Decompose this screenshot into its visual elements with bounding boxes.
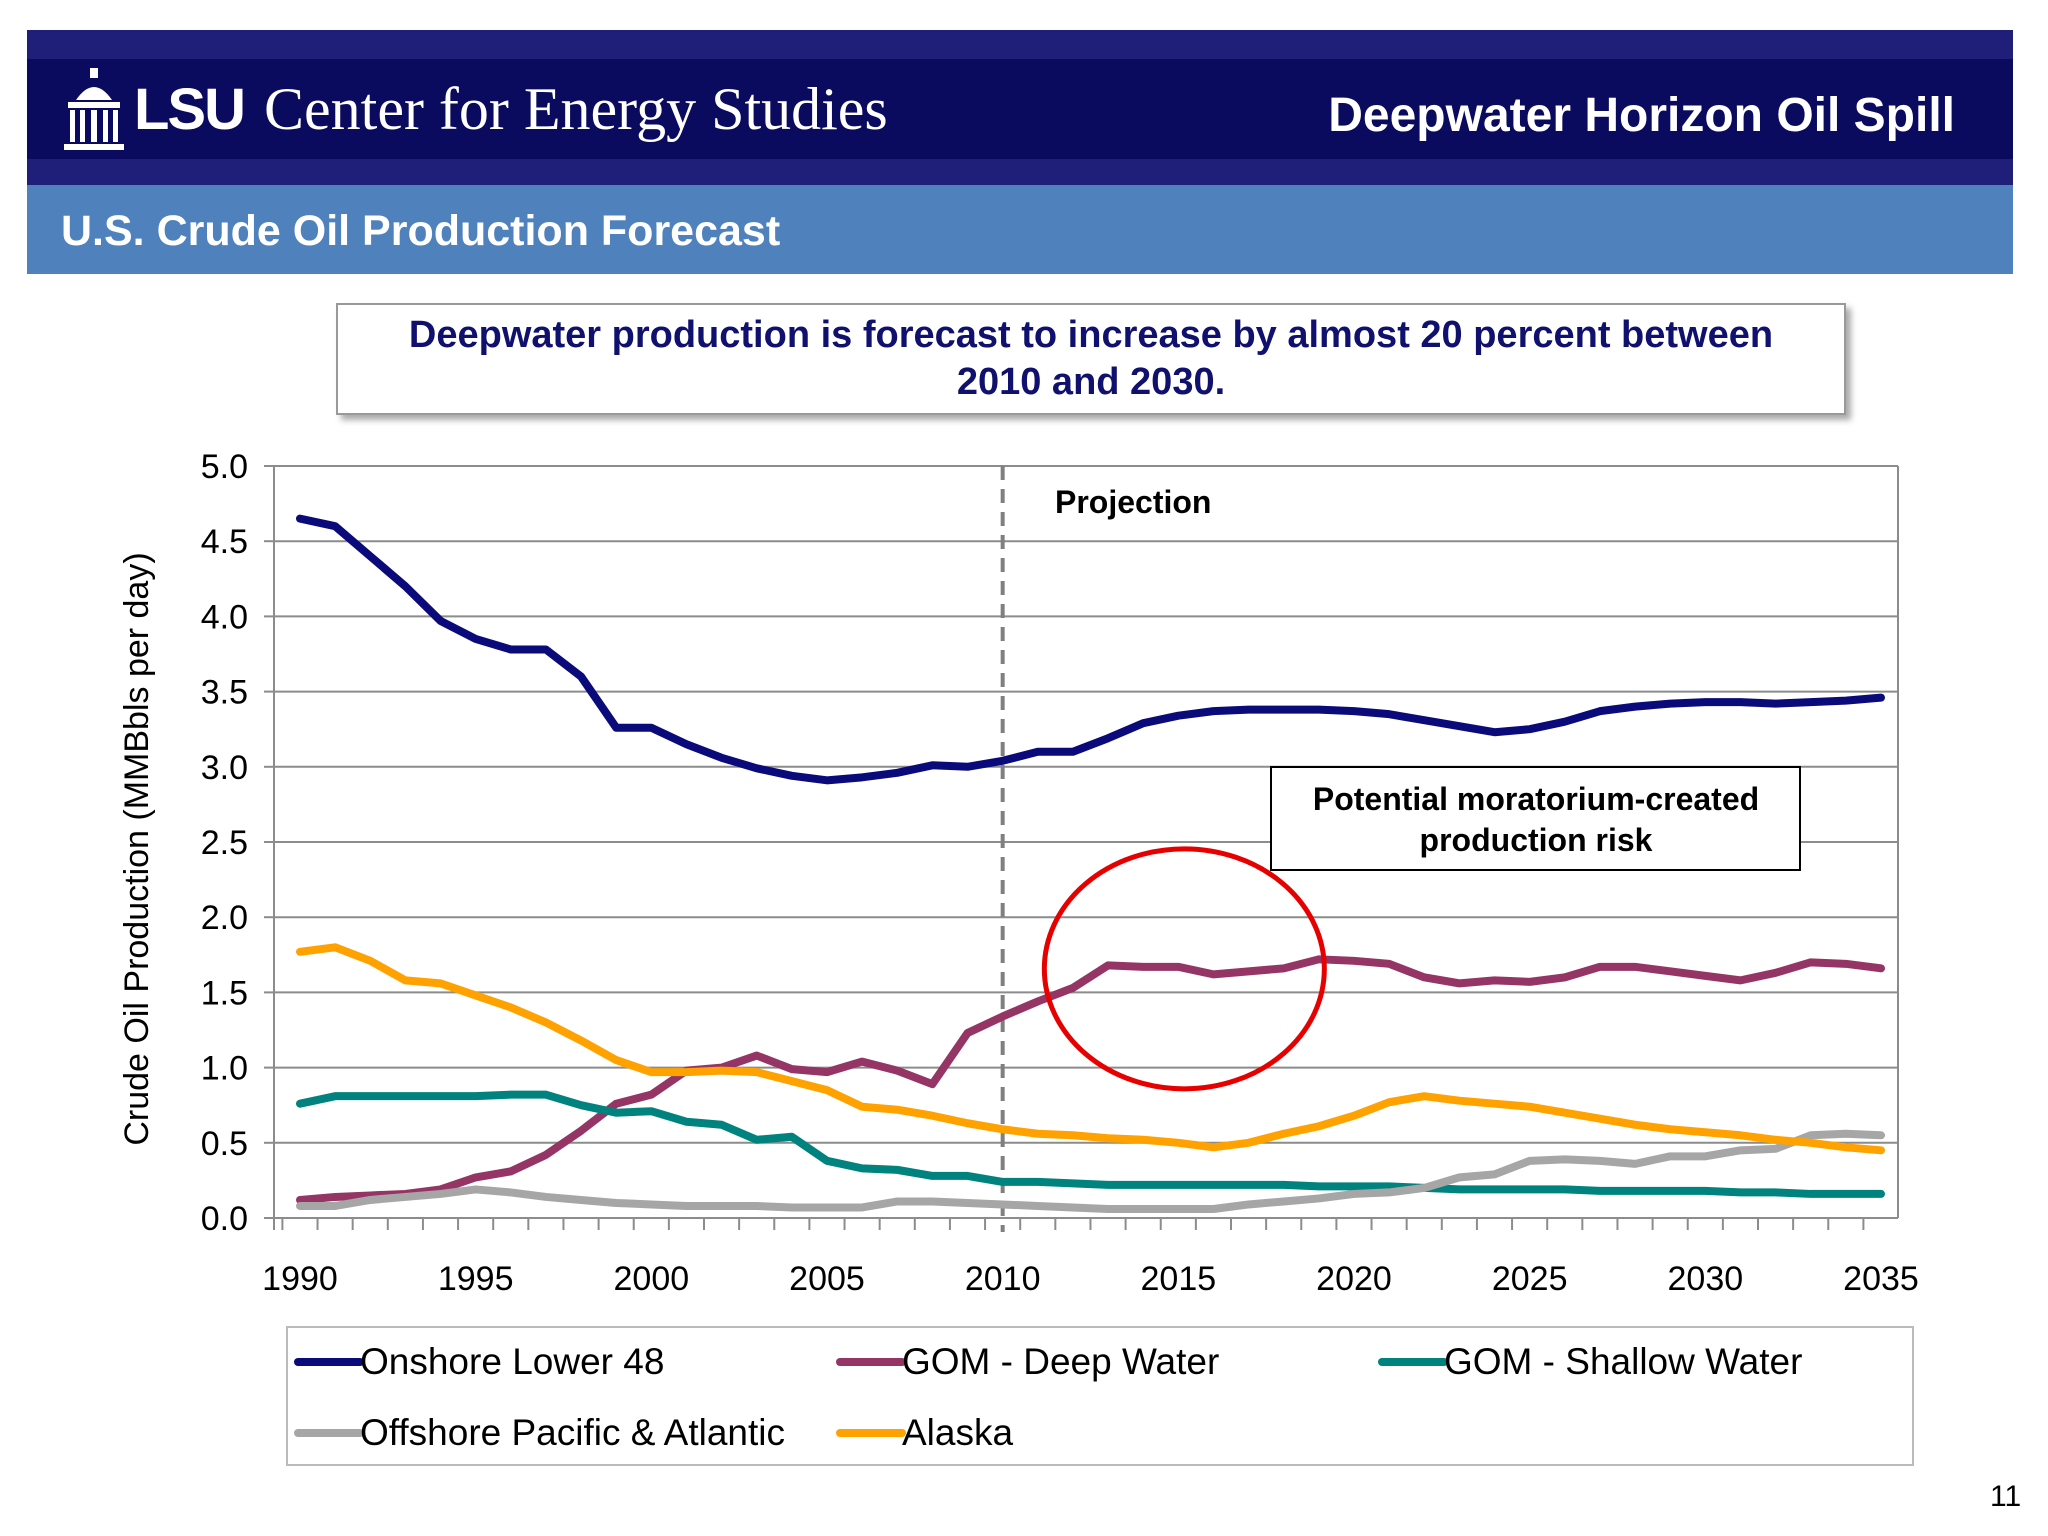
callout-text: Deepwater production is forecast to incr… — [408, 314, 1774, 403]
legend-label: Alaska — [902, 1412, 1013, 1453]
risk-box-text-line2: production risk — [1420, 822, 1653, 858]
slide-title: U.S. Crude Oil Production Forecast — [61, 207, 781, 255]
x-tick-label: 2015 — [1141, 1260, 1217, 1298]
projection-label: Projection — [1055, 484, 1211, 520]
series-line-offshore-pacific-atlantic — [296, 1129, 1885, 1213]
callout-box: Deepwater production is forecast to incr… — [336, 303, 1846, 415]
legend-label: Onshore Lower 48 — [360, 1341, 664, 1382]
y-axis-title: Crude Oil Production (MMBbls per day) — [118, 552, 156, 1145]
risk-box — [1270, 766, 1801, 871]
legend-box — [286, 1326, 1914, 1466]
y-tick-label: 2.5 — [201, 824, 248, 862]
y-tick-label: 2.0 — [201, 899, 248, 937]
y-tick-label: 3.0 — [201, 749, 248, 787]
risk-box-text-line1: Potential moratorium-created — [1313, 781, 1759, 817]
series-line-gom-shallow-water — [296, 1090, 1885, 1198]
x-tick-label: 2025 — [1492, 1260, 1568, 1298]
subheader-band: U.S. Crude Oil Production Forecast — [27, 185, 2013, 274]
x-tick-label: 2020 — [1316, 1260, 1392, 1298]
y-tick-label: 4.0 — [201, 598, 248, 636]
legend-label: GOM - Deep Water — [902, 1341, 1219, 1382]
legend-label: Offshore Pacific & Atlantic — [360, 1412, 785, 1453]
series-line-gom-deep-water — [296, 955, 1885, 1204]
x-tick-label: 2005 — [789, 1260, 865, 1298]
x-tick-label: 2035 — [1843, 1260, 1919, 1298]
y-tick-label: 0.5 — [201, 1125, 248, 1163]
org-name: Center for Energy Studies — [264, 75, 888, 142]
y-tick-label: 3.5 — [201, 674, 248, 712]
legend-label: GOM - Shallow Water — [1444, 1341, 1802, 1382]
x-tick-label: 1995 — [438, 1260, 514, 1298]
y-tick-label: 1.0 — [201, 1050, 248, 1088]
y-tick-label: 1.5 — [201, 974, 248, 1012]
risk-circle — [1041, 846, 1327, 1092]
building-icon — [64, 68, 124, 150]
page-number: 11 — [1990, 1480, 2022, 1513]
x-tick-label: 2010 — [965, 1260, 1041, 1298]
y-tick-label: 0.0 — [201, 1200, 248, 1238]
header-inner-band — [27, 59, 2013, 159]
y-tick-label: 5.0 — [201, 448, 248, 486]
x-tick-label: 1990 — [262, 1260, 338, 1298]
lsu-wordmark: LSU — [134, 76, 246, 142]
series-line-alaska — [296, 943, 1885, 1155]
x-tick-label: 2030 — [1668, 1260, 1744, 1298]
lsu-logo: LSU Center for Energy Studies — [62, 66, 888, 152]
y-tick-label: 4.5 — [201, 523, 248, 561]
topic-title: Deepwater Horizon Oil Spill — [1328, 89, 1955, 142]
series-line-onshore-lower-48 — [296, 514, 1885, 785]
x-tick-label: 2000 — [614, 1260, 690, 1298]
